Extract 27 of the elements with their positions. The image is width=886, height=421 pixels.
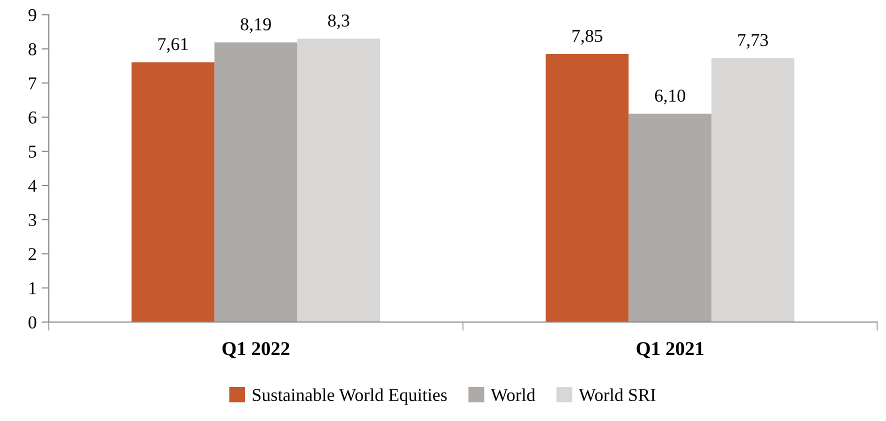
x-tick-label: Q1 2022 (222, 342, 290, 358)
bar (628, 114, 712, 322)
legend-label: World (490, 388, 536, 402)
y-tick-label: 0 (28, 316, 36, 329)
data-label: 8,3 (328, 14, 350, 30)
bar (711, 58, 794, 322)
bar (132, 62, 214, 322)
data-label: 7,61 (158, 38, 188, 53)
data-label: 7,73 (738, 34, 768, 49)
y-tick-label: 4 (28, 180, 37, 192)
y-tick-label: 2 (28, 248, 36, 260)
data-label: 8,19 (240, 18, 271, 33)
y-tick-label: 7 (29, 77, 36, 90)
y-tick-label: 6 (28, 111, 36, 124)
data-label: 7,85 (572, 30, 602, 45)
y-tick-label: 1 (29, 282, 36, 294)
legend-label: World SRI (578, 388, 656, 402)
y-tick-label: 5 (28, 146, 36, 158)
data-label: 6,10 (655, 90, 686, 104)
legend-label: Sustainable World Equities (252, 388, 447, 405)
x-tick-label: Q1 2021 (636, 342, 704, 358)
bar (546, 54, 629, 322)
y-tick-label: 8 (28, 43, 36, 56)
y-tick-label: 9 (28, 9, 36, 22)
bar (297, 38, 380, 322)
bar (214, 42, 298, 322)
y-tick-label: 3 (28, 214, 36, 226)
